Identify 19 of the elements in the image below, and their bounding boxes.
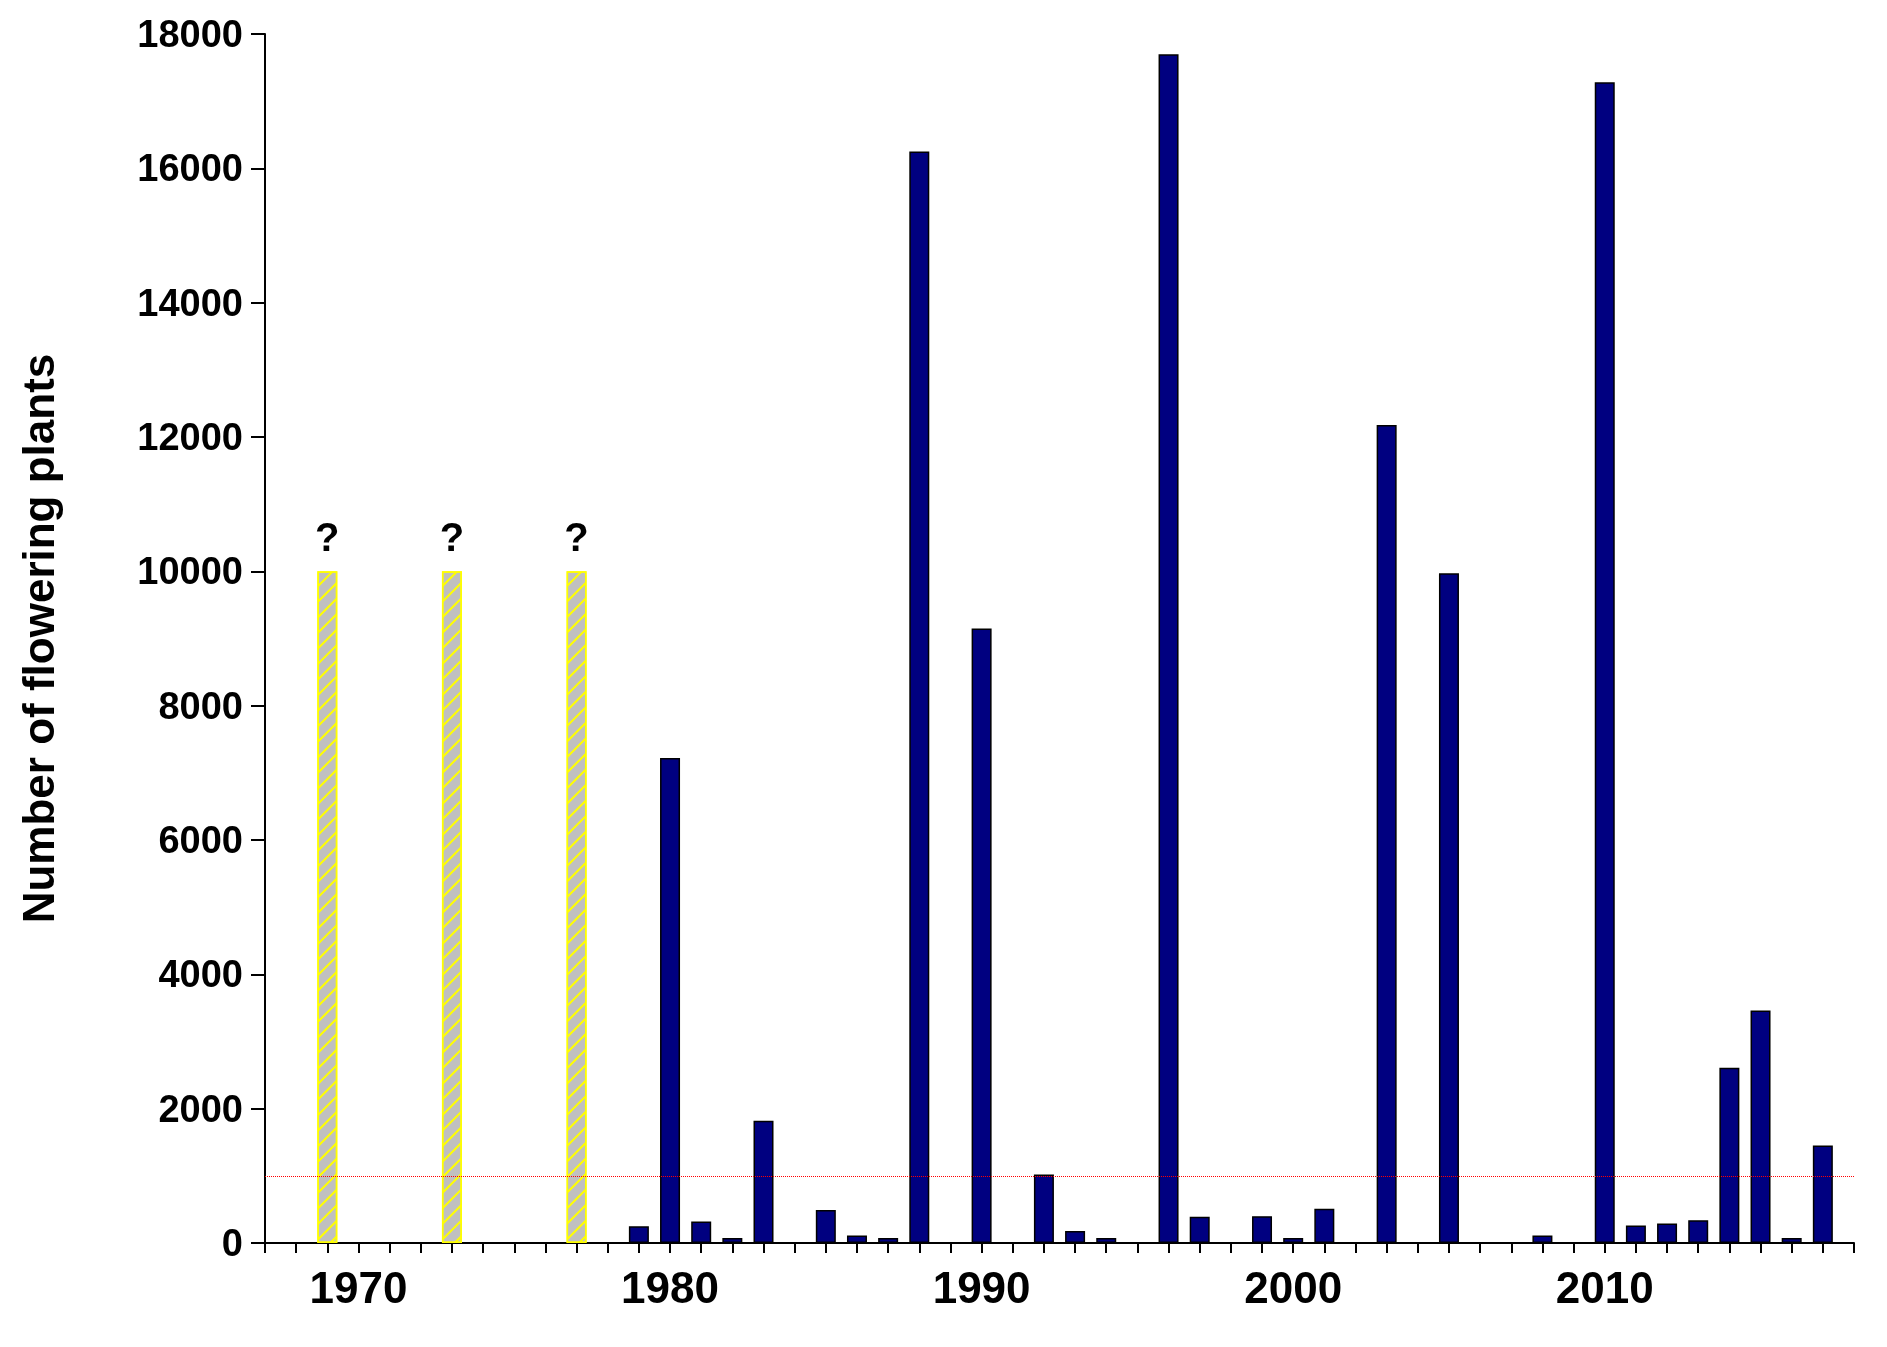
data-label: ? [439,515,465,560]
y-tick-label: 10000 [137,550,243,593]
x-tick-label: 2000 [1244,1262,1343,1312]
data-label: ? [315,515,340,560]
y-tick-label: 12000 [137,416,243,458]
y-tick-label: 16000 [137,147,243,190]
y-tick-label: 18000 [137,13,243,55]
y-tick-label: 0 [221,1222,243,1264]
x-tick-label: 1980 [621,1262,719,1312]
y-tick-label: 4000 [158,953,243,996]
y-axis-title: Number of flowering plants [13,353,63,924]
x-tick-label: 1990 [932,1262,1031,1312]
y-tick-label: 6000 [158,819,243,861]
x-tick-label: 1970 [309,1262,408,1312]
y-tick-label: 14000 [137,281,243,324]
data-label: ? [564,515,589,560]
x-tick-label: 2010 [1555,1262,1654,1312]
y-tick-label: 2000 [158,1087,243,1130]
y-tick-label: 8000 [158,684,243,727]
